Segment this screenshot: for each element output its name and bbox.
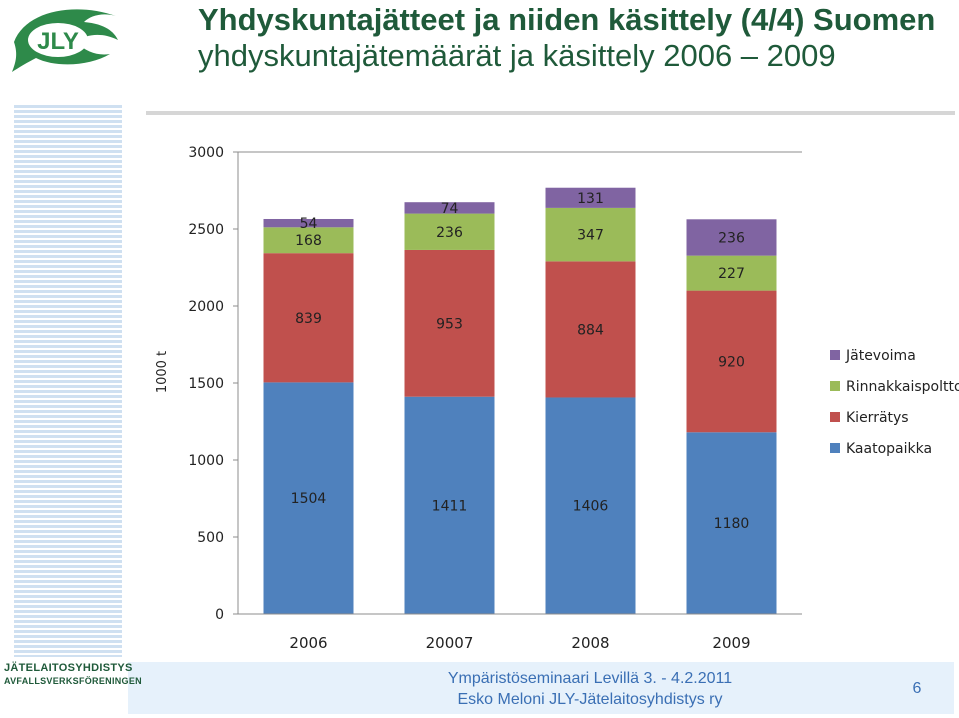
footer-line-2: Esko Meloni JLY-Jätelaitosyhdistys ry	[457, 691, 723, 708]
legend-label: Jätevoima	[845, 348, 916, 364]
y-tick-label: 1000	[188, 453, 224, 469]
x-tick-label: 2006	[289, 634, 327, 652]
data-label: 1406	[573, 499, 609, 515]
data-label: 920	[718, 354, 745, 370]
legend-swatch	[830, 412, 840, 422]
title-line-2: yhdyskuntajätemäärät ja käsittely 2006 –…	[198, 38, 836, 73]
bar-rinnakkaispoltto-20007	[404, 213, 495, 250]
footer-panel	[128, 662, 954, 714]
data-label: 236	[718, 230, 745, 246]
data-label: 839	[295, 311, 322, 327]
data-label: 953	[436, 316, 463, 332]
data-label: 1180	[714, 516, 750, 532]
organization-line-1: JÄTELAITOSYHDISTYS	[4, 662, 133, 674]
jly-logo: JLY	[12, 9, 118, 72]
legend-swatch	[830, 350, 840, 360]
data-label: 54	[300, 216, 318, 232]
footer-line-1: Ympäristöseminaari Levillä 3. - 4.2.2011	[447, 670, 733, 687]
data-label: 884	[577, 322, 604, 338]
bar-kaatopaikka-2008	[545, 397, 636, 614]
legend-swatch	[830, 443, 840, 453]
data-label: 74	[441, 201, 459, 217]
bar-jätevoima-2008	[545, 187, 636, 208]
bar-kierrätys-2008	[545, 261, 636, 398]
footer-text: Ympäristöseminaari Levillä 3. - 4.2.2011…	[380, 668, 800, 710]
decorative-stripes	[14, 105, 122, 657]
bar-kaatopaikka-2009	[686, 432, 777, 614]
data-label: 347	[577, 228, 604, 244]
legend-label: Kaatopaikka	[846, 441, 932, 457]
logo-text: JLY	[37, 28, 79, 55]
y-tick-label: 0	[215, 607, 224, 623]
bar-kaatopaikka-2006	[263, 382, 354, 614]
y-tick-label: 2500	[188, 222, 224, 238]
bar-jätevoima-2009	[686, 219, 777, 256]
y-axis-label: 1000 t	[155, 351, 170, 393]
bar-rinnakkaispoltto-2008	[545, 207, 636, 262]
y-tick-label: 2000	[188, 299, 224, 315]
bar-kierrätys-2009	[686, 290, 777, 433]
legend-label: Kierrätys	[846, 410, 909, 426]
data-label: 236	[436, 225, 463, 241]
organization-name: JÄTELAITOSYHDISTYS AVFALLSVERKSFÖRENINGE…	[4, 662, 142, 688]
organization-line-2: AVFALLSVERKSFÖRENINGEN	[4, 676, 142, 686]
data-label: 131	[577, 191, 604, 207]
page-number: 6	[912, 680, 922, 697]
data-label: 1411	[432, 498, 468, 514]
bar-rinnakkaispoltto-2006	[263, 227, 354, 254]
bar-jätevoima-2006	[263, 218, 354, 228]
title-divider	[146, 111, 955, 115]
bar-jätevoima-20007	[404, 202, 495, 214]
bar-kierrätys-20007	[404, 249, 495, 397]
data-label: 1504	[291, 491, 327, 507]
title-line-1: Yhdyskuntajätteet ja niiden käsittely (4…	[198, 2, 936, 37]
stacked-bar-chart: 0 500 1000 1500 2000 2500 3000 1000 t 2006 20007 2…	[155, 145, 959, 652]
y-tick-label: 1500	[188, 376, 224, 392]
legend-swatch	[830, 381, 840, 391]
data-label: 227	[718, 266, 745, 282]
slide-title: Yhdyskuntajätteet ja niiden käsittely (4…	[198, 2, 953, 74]
x-tick-label: 2008	[571, 634, 609, 652]
bar-kaatopaikka-20007	[404, 396, 495, 614]
bar-kierrätys-2006	[263, 253, 354, 383]
x-tick-label: 2009	[712, 634, 750, 652]
y-tick-label: 500	[197, 530, 224, 546]
bar-rinnakkaispoltto-2009	[686, 255, 777, 291]
x-tick-label: 20007	[426, 634, 474, 652]
y-tick-label: 3000	[188, 145, 224, 161]
legend-label: Rinnakkaispoltto	[846, 379, 959, 395]
data-label: 168	[295, 233, 322, 249]
